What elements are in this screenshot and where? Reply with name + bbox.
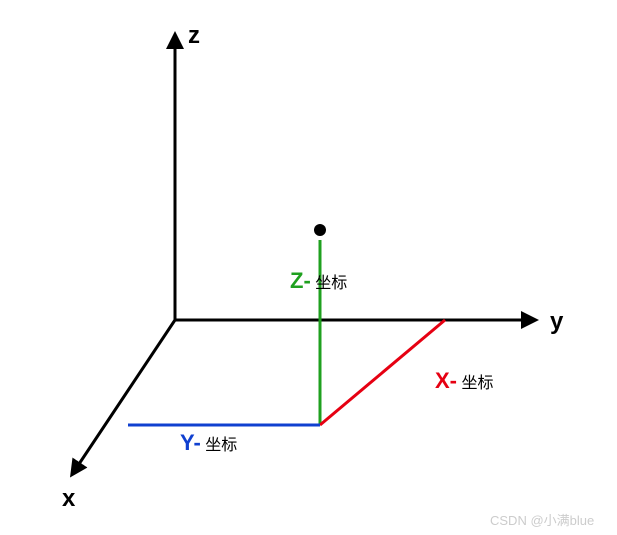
x-projection-label: X- 坐标 bbox=[435, 368, 493, 394]
x-projection-line bbox=[320, 320, 445, 425]
y-axis-label: y bbox=[550, 308, 563, 336]
coordinate-point bbox=[314, 224, 326, 236]
y-projection-label: Y- 坐标 bbox=[180, 430, 237, 456]
z-axis-label: z bbox=[188, 22, 200, 50]
x-axis-line bbox=[75, 320, 175, 470]
x-axis-label: x bbox=[62, 485, 75, 513]
watermark-text: CSDN @小满blue bbox=[490, 510, 594, 529]
z-projection-label: Z- 坐标 bbox=[290, 268, 347, 294]
